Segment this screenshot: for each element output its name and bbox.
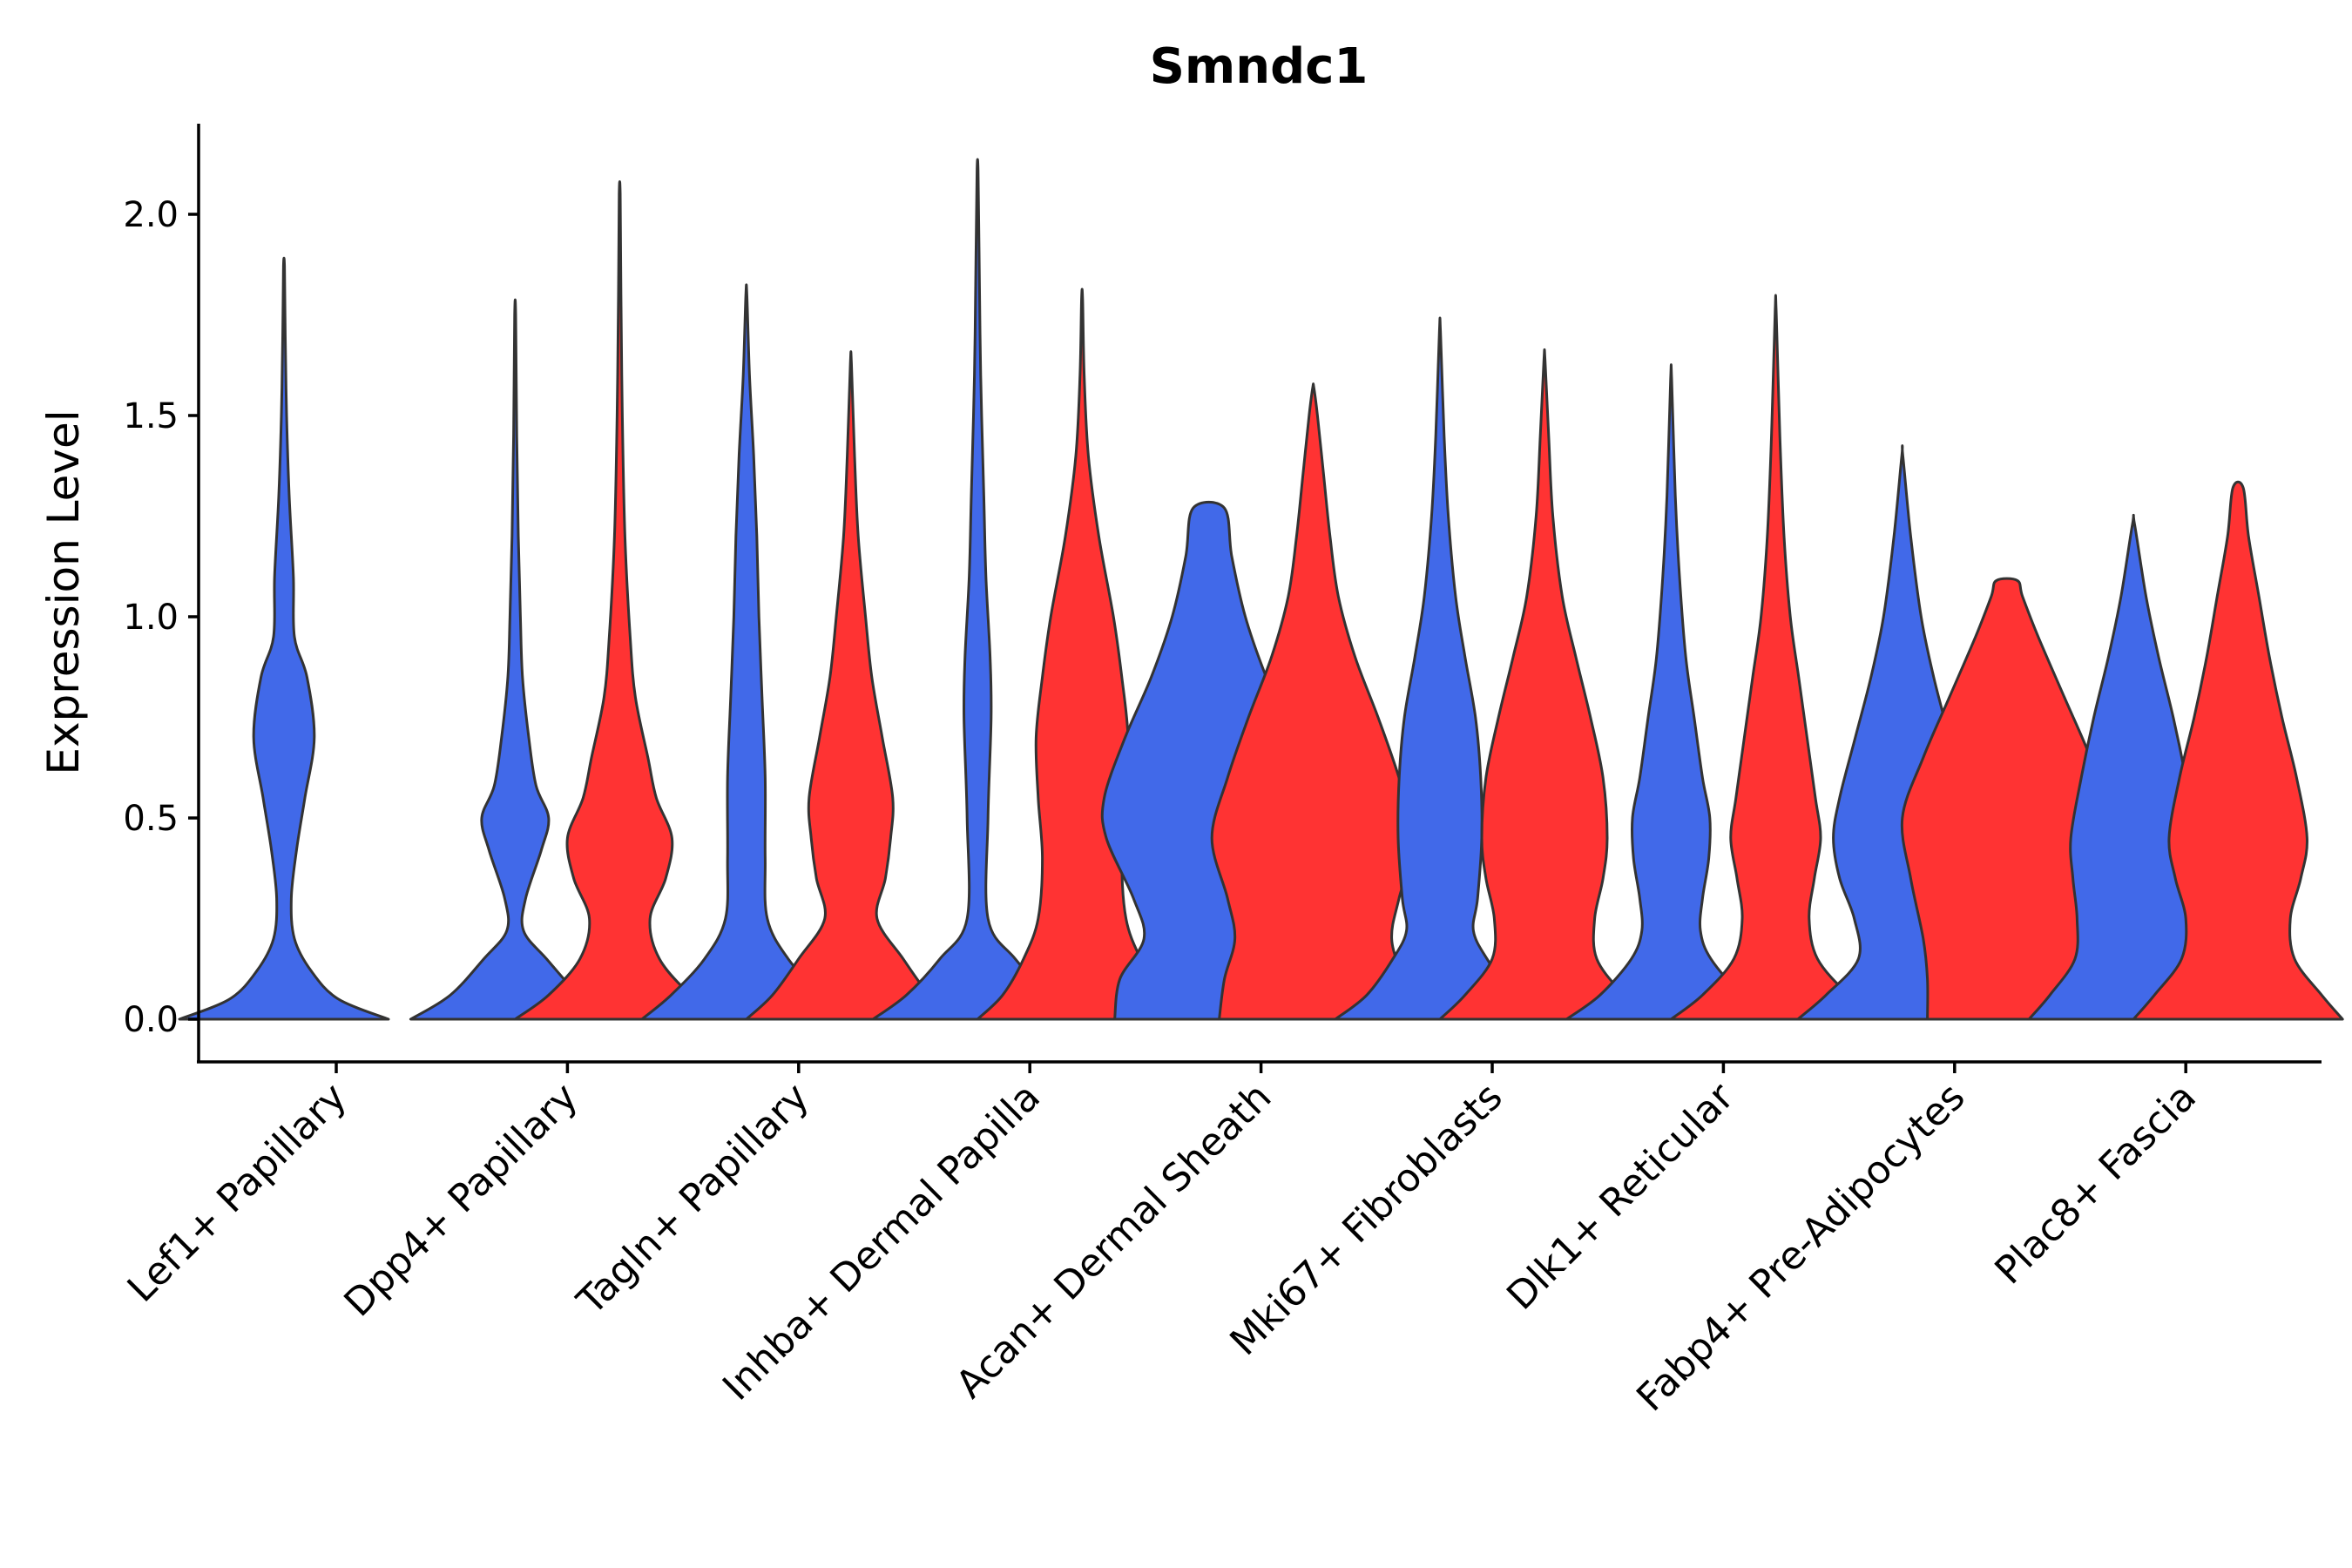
violin-blue (178, 256, 390, 1021)
y-ticks: 0.0 0.5 1.0 1.5 2.0 (123, 195, 199, 1040)
violin-red (513, 179, 726, 1021)
chart-title: Smndc1 (1150, 38, 1369, 95)
violin-blue (871, 158, 1084, 1021)
y-tick-label: 1.5 (123, 396, 179, 436)
violin-red (1438, 348, 1651, 1021)
violin-red (745, 350, 957, 1021)
y-tick-label: 1.0 (123, 598, 179, 638)
x-category-label: Plac8+ Fascia (1986, 1075, 2205, 1294)
y-tick-label: 0.5 (123, 799, 179, 839)
violin-red (2132, 480, 2344, 1021)
x-category-label: Lef1+ Papillary (119, 1075, 355, 1311)
y-tick-label: 0.0 (123, 1000, 179, 1040)
y-axis-label: Expression Level (38, 409, 89, 774)
x-category-label: Dlk1+ Reticular (1498, 1074, 1743, 1319)
x-category-label: Dpp4+ Papillary (336, 1075, 587, 1326)
violins-layer (178, 158, 2344, 1021)
violin-red (1669, 294, 1882, 1021)
violin-blue (409, 298, 621, 1021)
y-tick-label: 2.0 (123, 195, 179, 235)
x-category-label: Tagln+ Papillary (568, 1075, 817, 1324)
violin-blue (1565, 363, 1777, 1021)
axes-layer (197, 124, 2322, 1064)
violin-blue (1334, 316, 1546, 1021)
violin-blue (640, 283, 853, 1021)
